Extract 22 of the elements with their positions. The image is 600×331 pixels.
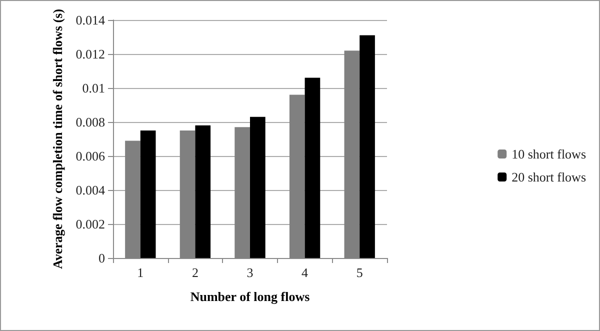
x-tick-label: 2 <box>192 265 198 280</box>
x-tick-label: 5 <box>356 265 363 280</box>
y-tick-label: 0.014 <box>76 12 106 28</box>
x-tick-label: 3 <box>246 265 254 280</box>
y-tick-label: 0.004 <box>76 182 106 198</box>
y-tick-label: 0.002 <box>76 216 105 232</box>
y-tick-label: 0 <box>98 250 105 266</box>
y-tick-label: 0.008 <box>76 114 105 130</box>
bar <box>304 78 320 258</box>
bar <box>360 35 375 258</box>
x-tick-label: 1 <box>137 265 144 280</box>
x-tick-label: 4 <box>302 265 309 280</box>
y-axis-title: Average flow completion time of short flows (s) <box>50 8 65 270</box>
legend-label: 20 short flows <box>512 170 586 184</box>
bar <box>250 116 266 258</box>
y-tick-label: 0.006 <box>76 148 106 164</box>
legend-label: 10 short flows <box>512 146 586 162</box>
bar <box>140 130 156 258</box>
x-axis-title: Number of long flows <box>190 289 310 304</box>
y-tick-label: 0.01 <box>82 80 105 96</box>
bar <box>195 125 211 258</box>
y-tick-label: 0.012 <box>76 46 105 62</box>
